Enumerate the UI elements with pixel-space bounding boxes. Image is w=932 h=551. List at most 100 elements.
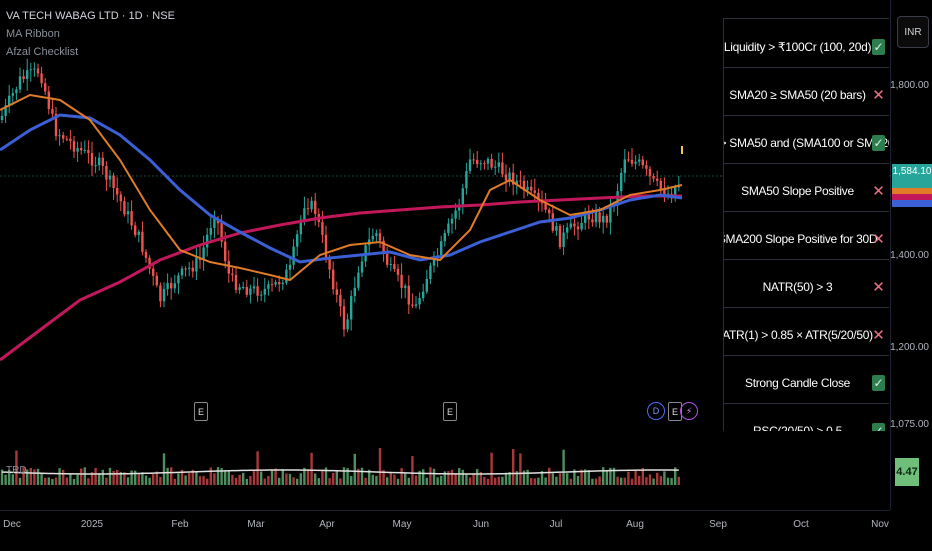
volume-bar bbox=[519, 453, 522, 485]
volume-bar bbox=[378, 447, 382, 485]
volume-bar bbox=[515, 471, 518, 485]
volume-bar bbox=[558, 473, 562, 485]
candle bbox=[522, 180, 526, 191]
candle bbox=[299, 219, 302, 235]
price-chart[interactable] bbox=[0, 0, 890, 510]
sma50-price-marker bbox=[892, 200, 932, 207]
price-tick: 1,075.00 bbox=[890, 419, 929, 430]
volume-bar bbox=[659, 476, 662, 485]
candle bbox=[357, 272, 360, 288]
candle bbox=[533, 190, 536, 193]
volume-bar bbox=[483, 476, 486, 485]
volume-bar bbox=[198, 476, 202, 485]
volume-legend[interactable]: TRD bbox=[6, 465, 27, 476]
time-tick: Apr bbox=[319, 519, 335, 530]
volume-bar bbox=[116, 469, 119, 485]
candle bbox=[141, 231, 144, 252]
volume-bar bbox=[206, 478, 209, 485]
volume-bar bbox=[634, 469, 637, 485]
symbol-title[interactable]: VA TECH WABAG LTD · 1D · NSE bbox=[6, 10, 175, 22]
volume-bar bbox=[368, 469, 371, 485]
candle bbox=[450, 218, 454, 224]
candle bbox=[432, 255, 436, 266]
checklist-label: ATR(1) > 0.85 × ATR(5/20/50) bbox=[723, 328, 873, 342]
volume-bar bbox=[4, 474, 7, 485]
candle bbox=[602, 215, 605, 223]
volume-bar bbox=[180, 469, 184, 485]
volume-bar bbox=[299, 473, 302, 485]
volume-bar bbox=[324, 467, 328, 485]
dividend-icon[interactable]: D bbox=[647, 402, 665, 420]
volume-bar bbox=[191, 469, 194, 485]
candle bbox=[648, 168, 652, 177]
volume-bar bbox=[396, 478, 400, 485]
candle bbox=[314, 200, 317, 214]
volume-bar bbox=[490, 452, 493, 485]
candle bbox=[29, 69, 32, 71]
time-axis[interactable]: Dec 2025 Feb Mar Apr May Jun Jul Aug Sep… bbox=[0, 510, 890, 551]
split-icon[interactable]: ⚡ bbox=[680, 402, 698, 420]
volume-bar bbox=[245, 478, 248, 485]
volume-bar bbox=[47, 477, 50, 485]
candle bbox=[177, 275, 180, 284]
volume-bar bbox=[108, 467, 112, 485]
earnings-icon[interactable]: E bbox=[194, 402, 208, 421]
price-axis[interactable]: 1,800.00 1,400.00 1,200.00 1,075.00 bbox=[890, 0, 932, 510]
volume-bar bbox=[548, 467, 551, 485]
sma20-price-marker bbox=[892, 188, 932, 194]
volume-bar bbox=[670, 478, 673, 485]
volume-bar bbox=[98, 472, 101, 485]
volume-bar bbox=[267, 475, 270, 485]
candle bbox=[573, 223, 576, 227]
cross-icon: ✕ bbox=[872, 327, 885, 344]
candle bbox=[288, 264, 292, 270]
candle bbox=[285, 269, 288, 283]
volume-bar bbox=[101, 469, 104, 485]
volume-bar bbox=[461, 469, 464, 485]
volume-bar bbox=[36, 468, 40, 485]
cross-icon: ✕ bbox=[872, 87, 885, 104]
candle bbox=[605, 215, 608, 223]
candle bbox=[303, 208, 306, 220]
candle bbox=[170, 282, 173, 289]
candle bbox=[33, 68, 36, 70]
volume-bar bbox=[468, 477, 472, 485]
candle bbox=[350, 296, 353, 320]
currency-button[interactable]: INR bbox=[897, 16, 929, 48]
checklist-legend[interactable]: Afzal Checklist bbox=[6, 46, 79, 58]
volume-bar bbox=[123, 472, 126, 485]
earnings-icon[interactable]: E bbox=[443, 402, 457, 421]
candle bbox=[447, 223, 450, 234]
candle bbox=[544, 203, 547, 210]
volume-bar bbox=[522, 470, 526, 485]
candle bbox=[310, 200, 313, 210]
candle bbox=[296, 234, 299, 247]
volume-bar bbox=[400, 468, 403, 485]
volume-bar bbox=[242, 472, 245, 485]
candle bbox=[569, 223, 572, 228]
volume-bar bbox=[342, 467, 346, 485]
volume-bar bbox=[65, 477, 68, 485]
candle bbox=[281, 282, 284, 285]
checklist-row: ATR(1) > 0.85 × ATR(5/20/50) ✕ bbox=[724, 315, 889, 356]
volume-bar bbox=[512, 449, 515, 485]
candle bbox=[123, 201, 126, 215]
volume-bar bbox=[270, 470, 274, 485]
candle bbox=[306, 208, 310, 210]
candle bbox=[486, 158, 490, 164]
ma-ribbon-legend[interactable]: MA Ribbon bbox=[6, 28, 60, 40]
volume-ma-line bbox=[1, 469, 679, 475]
volume-bar bbox=[530, 478, 533, 485]
volume-bar bbox=[458, 468, 461, 485]
candle bbox=[623, 159, 626, 173]
volume-bar bbox=[573, 469, 576, 485]
volume-bar bbox=[231, 474, 234, 485]
candle bbox=[630, 159, 634, 164]
candle bbox=[576, 226, 580, 230]
volume-bar bbox=[155, 471, 158, 485]
candle bbox=[108, 175, 112, 180]
volume-bar bbox=[260, 471, 263, 485]
volume-bar bbox=[540, 471, 544, 485]
volume-bar bbox=[188, 473, 191, 485]
check-icon: ✓ bbox=[872, 135, 885, 151]
